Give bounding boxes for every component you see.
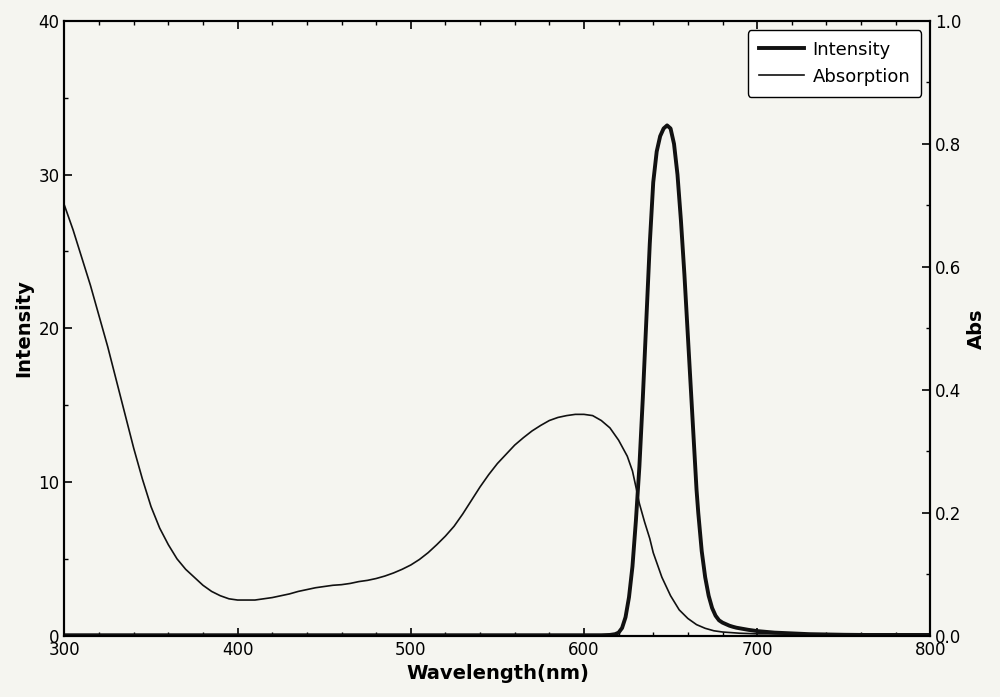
Absorption [665,592,677,600]
Line: Absorption: Absorption [64,206,930,634]
Intensity [742,626,754,634]
Absorption [924,629,936,638]
Absorption [647,549,659,557]
Absorption [58,201,70,210]
Y-axis label: Abs: Abs [967,308,986,348]
Y-axis label: Intensity: Intensity [14,279,33,377]
Intensity [647,178,659,187]
Absorption [630,483,642,491]
Intensity [713,616,725,625]
Absorption [656,573,668,581]
Intensity [924,631,936,640]
Intensity [58,631,70,639]
Intensity [706,604,718,612]
Intensity [661,121,673,130]
Intensity [838,631,850,639]
Absorption [691,620,703,629]
Intensity [703,592,715,600]
Legend: Intensity, Absorption: Intensity, Absorption [748,30,921,97]
Line: Intensity: Intensity [64,125,930,636]
Absorption [751,629,763,638]
X-axis label: Wavelength(nm): Wavelength(nm) [406,664,589,683]
Absorption [526,427,538,435]
